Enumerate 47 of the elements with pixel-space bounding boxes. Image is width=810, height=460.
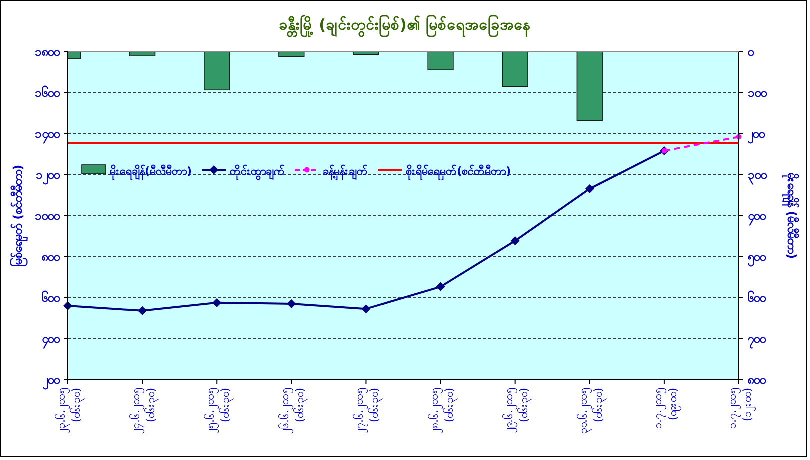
bar	[278, 52, 305, 58]
bar	[353, 52, 380, 56]
y2-tick-label: ၂၀၀	[747, 127, 766, 145]
y2-tick-label: ၆၀၀	[747, 289, 767, 305]
y-tick-label: ၁၀၀၀	[35, 209, 61, 223]
y-tick-label: ၈၀၀	[41, 250, 61, 264]
y-tick-label: ၁၂၀၀	[36, 168, 61, 186]
y2-tick-label: ၀	[747, 45, 755, 59]
bar	[576, 52, 603, 122]
bar	[204, 52, 230, 91]
y2-tick-label: ၇၀၀	[747, 332, 767, 350]
legend-label: ခန့်မှန်းချက်	[323, 164, 368, 181]
x-tick-label: ၂၅.၆.၂၀၁၅ (၀၆း၃၀)	[204, 388, 234, 434]
x-tick-label: ၁.၇.၂၀၁၅ (၀၉း၀၀)	[651, 388, 682, 429]
bar	[428, 52, 454, 70]
x-tick-label: ၂၆.၆.၂၀၁၅ (၀၆း၃၀)	[278, 388, 309, 434]
y-tick-label: ၁၆၀၀	[35, 84, 61, 100]
x-tick-label: ၂၇.၆.၂၀၁၅ (၀၆း၃၀)	[353, 388, 384, 434]
x-tick-label: ၂၉.၆.၂၀၁၅ (၀၆း၃၀)	[502, 388, 532, 433]
y-tick-label: ၁၄၀၀	[35, 127, 61, 145]
bar	[502, 52, 528, 88]
y2-tick-label: ၁၀၀	[748, 86, 768, 100]
y-tick-label: ၆၀၀	[41, 289, 61, 305]
y-tick-label: ၁၈၀၀	[35, 45, 61, 59]
point	[287, 299, 296, 308]
y2-tick-label: ၄၀၀	[747, 209, 767, 227]
x-tick-label: ၁.၇.၂၀၁၅ (၁၂း၀၀)	[726, 388, 756, 429]
y2-tick-label: ၅၀၀	[747, 250, 767, 268]
chart-title: ခန္တီးမြို့ (ချင်းတွင်းမြစ်)၏ မြစ်ရေအခြေအနေ	[278, 14, 532, 38]
legend-label: စိုးရိမ်ရေမှတ်(စင်တီမီတာ)	[406, 164, 512, 181]
point	[362, 304, 371, 314]
y2-tick-label: ၃၀၀	[748, 168, 768, 186]
y-tick-label: ၄၀၀	[41, 332, 61, 350]
x-tick-label: ၃၀.၆.၂၀၁၅ (၀၆း၃၀)	[576, 388, 607, 434]
point	[585, 184, 594, 194]
x-tick-label: ၂၄.၆.၂၀၁၅ (၀၆း၃၀)	[130, 388, 160, 434]
point	[138, 306, 148, 316]
x-tick-label: ၂၈.၆.၂၀၁၅ (၀၆း၃၀)	[428, 388, 458, 434]
legend-label: တိုင်းထွာချက်	[230, 164, 286, 181]
y2-tick-label: ၈၀၀	[747, 373, 767, 387]
legend-label: မိုးရေချိန်(မီလီမီတာ)	[110, 164, 192, 181]
point	[212, 298, 222, 308]
y2-axis-title: မိုးရေချိန် (မီလီမီတာ)	[781, 172, 801, 260]
point	[510, 236, 520, 246]
x-tick-label: ၂၃.၆.၂၀၁၅ (၀၆း၃၀)	[55, 388, 85, 434]
point	[436, 282, 446, 292]
y-axis-title: မြစ်ရေမှတ် (စင်တီမီတာ)	[8, 164, 29, 268]
